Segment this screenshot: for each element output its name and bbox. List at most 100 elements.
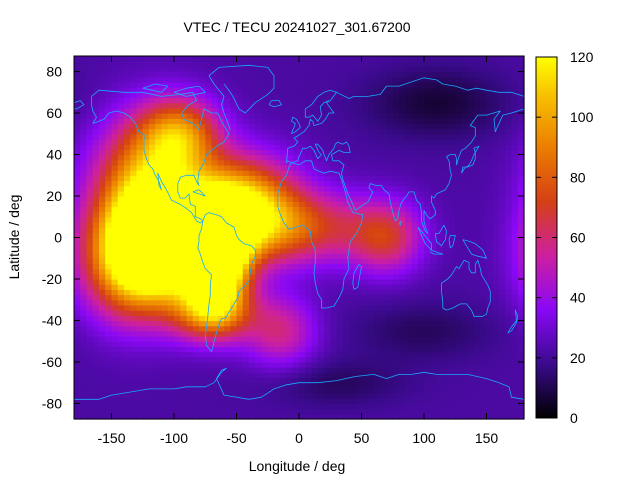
- heatmap-cell: [205, 107, 213, 114]
- heatmap-cell: [149, 408, 156, 415]
- heatmap-cell: [180, 211, 188, 218]
- heatmap-cell: [374, 201, 381, 207]
- heatmap-cell: [405, 294, 413, 301]
- heatmap-cell: [192, 190, 200, 197]
- heatmap-cell: [399, 325, 406, 332]
- heatmap-cell: [124, 201, 131, 207]
- heatmap-cell: [167, 413, 175, 420]
- heatmap-cell: [161, 294, 169, 301]
- heatmap-cell: [336, 185, 344, 192]
- heatmap-cell: [217, 164, 225, 171]
- heatmap-cell: [280, 180, 288, 187]
- heatmap-cell: [399, 221, 406, 228]
- heatmap-cell: [149, 227, 156, 233]
- heatmap-cell: [161, 247, 169, 254]
- heatmap-cell: [330, 346, 338, 353]
- heatmap-cell: [186, 263, 194, 270]
- heatmap-cell: [205, 71, 213, 78]
- heatmap-cell: [342, 144, 350, 150]
- heatmap-cell: [211, 408, 219, 415]
- heatmap-cell: [180, 118, 188, 125]
- heatmap-cell: [299, 263, 306, 270]
- heatmap-cell: [499, 253, 506, 259]
- heatmap-cell: [436, 71, 444, 78]
- heatmap-cell: [311, 144, 319, 150]
- heatmap-cell: [205, 273, 213, 280]
- heatmap-cell: [411, 341, 419, 347]
- heatmap-cell: [455, 242, 463, 249]
- heatmap-cell: [442, 336, 450, 342]
- heatmap-cell: [211, 164, 219, 171]
- heatmap-cell: [274, 351, 281, 358]
- heatmap-cell: [80, 133, 88, 140]
- heatmap-cell: [261, 330, 269, 337]
- heatmap-cell: [130, 273, 138, 280]
- heatmap-cell: [274, 185, 281, 192]
- heatmap-cell: [80, 237, 88, 244]
- heatmap-cell: [424, 81, 431, 88]
- heatmap-cell: [305, 92, 313, 99]
- heatmap-cell: [461, 170, 469, 176]
- heatmap-cell: [336, 268, 344, 275]
- heatmap-cell: [361, 346, 369, 353]
- heatmap-cell: [224, 268, 231, 275]
- heatmap-cell: [367, 336, 375, 342]
- heatmap-cell: [467, 216, 475, 223]
- heatmap-cell: [499, 299, 506, 306]
- heatmap-cell: [99, 216, 106, 223]
- heatmap-cell: [386, 325, 394, 332]
- heatmap-cell: [349, 315, 356, 322]
- heatmap-cell: [249, 211, 256, 218]
- heatmap-cell: [280, 211, 288, 218]
- heatmap-cell: [349, 206, 356, 213]
- heatmap-cell: [467, 408, 475, 415]
- heatmap-cell: [111, 107, 119, 114]
- heatmap-cell: [317, 320, 325, 327]
- heatmap-cell: [224, 81, 231, 88]
- heatmap-cell: [374, 341, 381, 347]
- heatmap-cell: [517, 377, 525, 384]
- heatmap-cell: [442, 138, 450, 145]
- heatmap-cell: [324, 237, 331, 244]
- heatmap-cell: [392, 387, 400, 394]
- heatmap-cell: [392, 315, 400, 322]
- heatmap-cell: [336, 346, 344, 353]
- heatmap-cell: [467, 242, 475, 249]
- heatmap-cell: [280, 66, 288, 73]
- heatmap-cell: [199, 232, 206, 239]
- heatmap-cell: [342, 367, 350, 373]
- heatmap-cell: [399, 247, 406, 254]
- heatmap-cell: [280, 273, 288, 280]
- heatmap-cell: [442, 118, 450, 125]
- heatmap-cell: [99, 268, 106, 275]
- heatmap-cell: [411, 144, 419, 150]
- heatmap-cell: [461, 81, 469, 88]
- heatmap-cell: [492, 372, 500, 379]
- heatmap-cell: [230, 102, 238, 109]
- heatmap-cell: [124, 413, 131, 420]
- heatmap-cell: [424, 66, 431, 73]
- heatmap-cell: [342, 87, 350, 93]
- heatmap-cell: [274, 284, 281, 290]
- heatmap-cell: [130, 278, 138, 285]
- heatmap-cell: [467, 310, 475, 316]
- heatmap-cell: [430, 128, 438, 135]
- heatmap-cell: [442, 263, 450, 270]
- heatmap-cell: [292, 284, 300, 290]
- heatmap-cell: [349, 56, 356, 62]
- heatmap-cell: [399, 413, 406, 420]
- heatmap-cell: [211, 273, 219, 280]
- heatmap-cell: [392, 408, 400, 415]
- heatmap-cell: [205, 190, 213, 197]
- heatmap-cell: [399, 356, 406, 363]
- heatmap-cell: [174, 413, 181, 420]
- heatmap-cell: [324, 71, 331, 78]
- heatmap-cell: [80, 138, 88, 145]
- heatmap-cell: [424, 71, 431, 78]
- heatmap-cell: [311, 216, 319, 223]
- heatmap-cell: [80, 361, 88, 368]
- heatmap-cell: [305, 149, 313, 156]
- heatmap-cell: [505, 113, 513, 119]
- heatmap-cell: [492, 221, 500, 228]
- heatmap-cell: [480, 372, 488, 379]
